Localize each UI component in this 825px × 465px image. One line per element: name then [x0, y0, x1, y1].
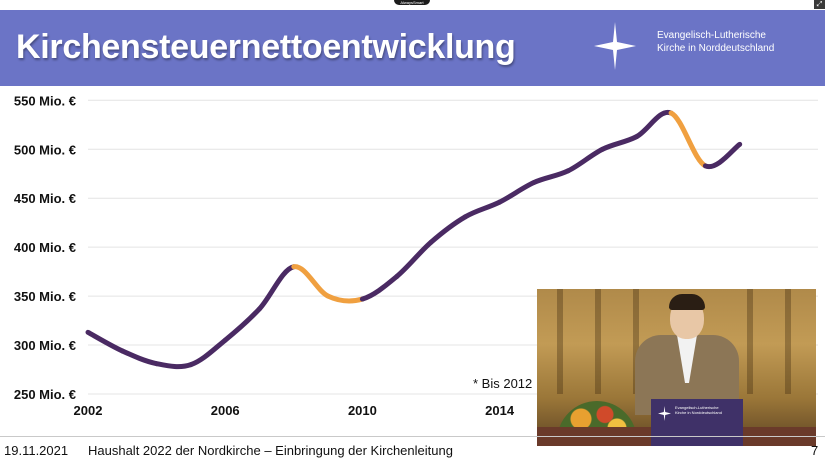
cross-icon — [594, 22, 636, 70]
y-axis-labels: 250 Mio. € 300 Mio. € 350 Mio. € 400 Mio. €… — [14, 93, 76, 402]
line-segment-highlight — [325, 293, 365, 304]
data-points — [87, 112, 740, 365]
y-tick-label: 450 Mio. € — [14, 191, 76, 206]
speaker-video-overlay[interactable]: Evangelisch-Lutherische Kirche in Nordde… — [537, 289, 816, 446]
x-axis-labels: 2002 2006 2010 2014 — [74, 403, 515, 418]
line-segment — [359, 274, 400, 302]
slide-footer: 19.11.2021 Haushalt 2022 der Nordkirche … — [0, 436, 825, 465]
line-segment — [702, 141, 743, 170]
podium-cross-icon — [658, 406, 671, 421]
slide-header: Kirchensteuernettoentwicklung Evangelisc… — [0, 10, 825, 86]
line-segment — [394, 239, 434, 280]
organization-name: Evangelisch-Lutherische Kirche in Nordde… — [657, 29, 774, 55]
line-segment-highlight — [668, 110, 708, 169]
line-segment — [154, 361, 194, 370]
curtain-fold — [557, 289, 563, 394]
speaker-hair — [669, 294, 705, 310]
line-segment — [634, 109, 674, 140]
footer-title: Haushalt 2022 der Nordkirche – Einbringu… — [88, 443, 453, 458]
chart-annotation: * Bis 2012 — [473, 376, 532, 391]
line-segment — [119, 348, 160, 367]
x-tick-label: 2002 — [74, 403, 103, 418]
line-segment — [222, 306, 262, 343]
x-tick-label: 2010 — [348, 403, 377, 418]
line-segment — [565, 146, 605, 174]
line-segment — [257, 264, 297, 312]
organization-name-line1: Evangelisch-Lutherische — [657, 30, 766, 41]
y-tick-label: 400 Mio. € — [14, 240, 76, 255]
podium — [651, 399, 743, 446]
line-segment — [531, 168, 571, 186]
overlay-badge: AlwaysSmart — [394, 0, 430, 5]
y-tick-label: 300 Mio. € — [14, 338, 76, 353]
curtain-fold — [595, 289, 601, 394]
podium-label-line2: Kirche in Norddeutschland — [675, 410, 722, 415]
line-segment-highlight — [291, 264, 331, 299]
footer-date: 19.11.2021 — [4, 443, 69, 458]
tax-revenue-chart: 250 Mio. € 300 Mio. € 350 Mio. € 400 Mio. €… — [14, 93, 818, 418]
line-segment — [188, 337, 228, 368]
expand-icon[interactable]: ⤢ — [814, 0, 825, 9]
line-segment — [85, 329, 125, 354]
x-tick-label: 2014 — [485, 403, 515, 418]
line-segment — [497, 180, 537, 205]
line-segment — [428, 214, 468, 245]
curtain-fold — [785, 289, 791, 394]
y-tick-label: 350 Mio. € — [14, 289, 76, 304]
organization-name-line2: Kirche in Norddeutschland — [657, 43, 775, 54]
page-number: 7 — [811, 443, 819, 458]
curtain-fold — [747, 289, 753, 394]
slide-title: Kirchensteuernettoentwicklung — [16, 28, 516, 66]
podium-label-line1: Evangelisch-Lutherische — [675, 405, 719, 410]
curtain-fold — [633, 289, 639, 394]
line-segment — [600, 134, 640, 152]
podium-label: Evangelisch-Lutherische Kirche in Nordde… — [675, 405, 722, 415]
y-tick-label: 250 Mio. € — [14, 387, 76, 402]
y-tick-label: 500 Mio. € — [14, 142, 76, 157]
chart-gridlines — [88, 99, 818, 395]
y-tick-label: 550 Mio. € — [14, 93, 76, 108]
line-segment — [462, 199, 503, 220]
x-tick-label: 2006 — [211, 403, 240, 418]
revenue-line — [85, 109, 743, 370]
